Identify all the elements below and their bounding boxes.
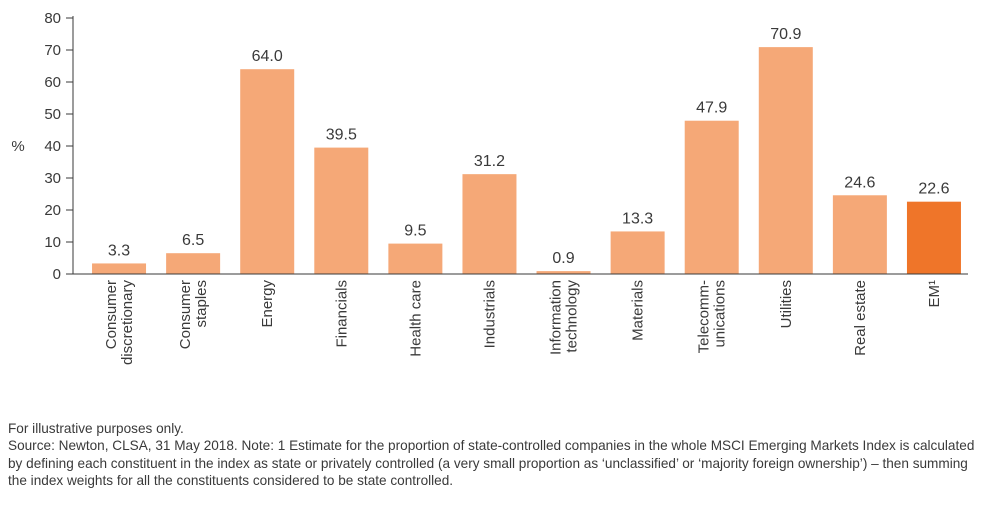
bar	[314, 147, 369, 274]
y-tick-label: 0	[53, 266, 61, 283]
bar	[166, 253, 221, 274]
x-category-text: Financials	[333, 280, 350, 348]
x-category-text: Utilities	[778, 280, 795, 328]
data-label: 39.5	[326, 127, 357, 144]
x-category-label: Consumer discretionary	[103, 280, 136, 366]
data-label: 9.5	[404, 223, 426, 240]
bar	[240, 69, 295, 274]
y-tick-label: 80	[44, 10, 61, 27]
data-label: 24.6	[844, 174, 875, 191]
data-label: 0.9	[552, 250, 574, 267]
data-label: 47.9	[696, 100, 727, 117]
y-tick-label: 50	[44, 106, 61, 123]
source-note: Source: Newton, CLSA, 31 May 2018. Note:…	[8, 438, 975, 489]
x-category-text: Materials	[630, 280, 647, 341]
bar	[92, 263, 147, 274]
y-tick-label: 40	[44, 138, 61, 155]
x-category-label: Real estate	[852, 280, 869, 356]
data-label: 70.9	[770, 26, 801, 43]
y-axis-title: %	[11, 138, 24, 155]
y-axis: 0 10 20 30 40 50 60 70 80	[44, 10, 74, 283]
x-category-text: Energy	[259, 280, 276, 328]
bar	[610, 231, 665, 274]
x-category-text: Telecomm-	[696, 280, 713, 353]
y-tick-label: 20	[44, 202, 61, 219]
x-category-label: Industrials	[481, 280, 498, 348]
x-category-text: Health care	[407, 280, 424, 357]
x-category-text: Information	[548, 280, 565, 355]
illustrative-note: For illustrative purposes only.	[8, 421, 184, 436]
bar	[462, 174, 517, 274]
x-category-label: Health care	[407, 280, 424, 357]
bar	[684, 120, 739, 274]
x-category-text: Consumer	[177, 280, 194, 349]
x-category-label: Financials	[333, 280, 350, 348]
x-category-text: Consumer	[103, 280, 120, 349]
data-label: 3.3	[108, 242, 130, 259]
bar	[832, 195, 887, 274]
x-category-text: EM¹	[926, 280, 943, 308]
x-category-text: staples	[193, 280, 210, 328]
x-category-text: Real estate	[852, 280, 869, 356]
x-category-text: technology	[564, 280, 581, 353]
x-category-label: Information technology	[548, 280, 581, 356]
data-label: 6.5	[182, 232, 204, 249]
bars: 3.3 6.5 64.0 39.5 9.5 31.2 0.9 13.3 47.9 70.9 24.6…	[92, 26, 961, 275]
y-tick-label: 10	[44, 234, 61, 251]
y-tick-label: 70	[44, 42, 61, 59]
x-category-label: Utilities	[778, 280, 795, 328]
bar	[536, 271, 591, 274]
x-category-text: unications	[712, 280, 729, 348]
data-label: 64.0	[252, 48, 283, 65]
bar	[758, 47, 813, 275]
x-axis: Consumer discretionary Consumer staples Ener…	[73, 273, 968, 366]
y-tick-label: 30	[44, 170, 61, 187]
x-category-label: EM¹	[926, 280, 943, 308]
data-label: 22.6	[918, 181, 949, 198]
bar	[388, 243, 443, 274]
data-label: 31.2	[474, 153, 505, 170]
x-category-label: Materials	[630, 280, 647, 341]
bar-chart: 0 10 20 30 40 50 60 70 80 % 3.3 6.5 64.0 39.5 9.5 31.…	[11, 10, 968, 366]
data-label: 13.3	[622, 210, 653, 227]
y-tick-label: 60	[44, 74, 61, 91]
x-category-label: Telecomm-unications	[696, 280, 729, 353]
x-category-text: Industrials	[481, 280, 498, 348]
footnotes: For illustrative purposes only. Source: …	[8, 420, 983, 490]
bar	[906, 201, 961, 274]
x-category-label: Consumer staples	[177, 280, 210, 349]
x-category-label: Energy	[259, 280, 276, 328]
x-category-text: discretionary	[119, 280, 136, 366]
